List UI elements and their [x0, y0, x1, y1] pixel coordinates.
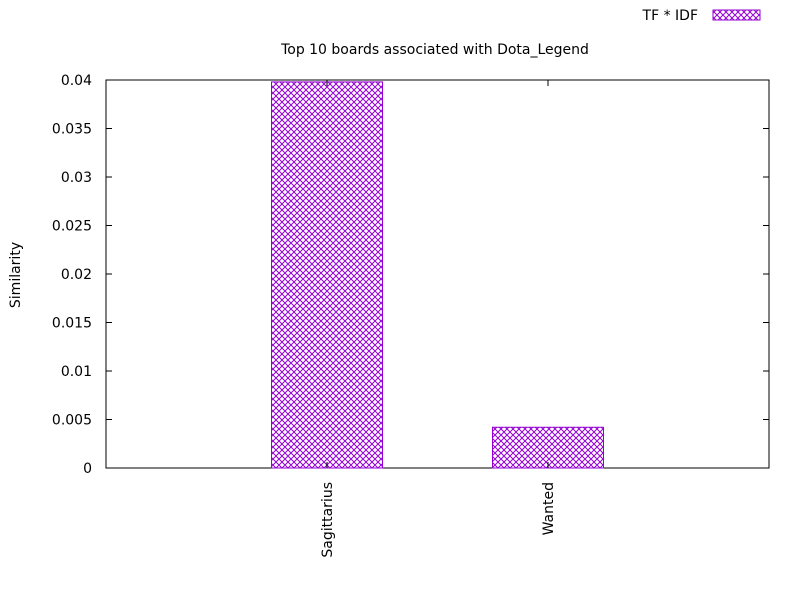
- y-tick-label: 0.02: [61, 267, 92, 283]
- x-tick-label: Wanted: [541, 482, 557, 535]
- y-tick-label: 0.035: [52, 122, 92, 138]
- y-axis-ticks: 0 0.005 0.01 0.015 0.02 0.025 0.03 0.035 0.04: [52, 73, 769, 477]
- y-tick-label: 0.025: [52, 219, 92, 235]
- x-axis-ticks: Sagittarius Wanted: [320, 80, 557, 558]
- y-tick-label: 0.03: [61, 170, 92, 186]
- y-tick-label: 0.005: [52, 413, 92, 429]
- legend-swatch: [712, 9, 761, 21]
- bar-wanted: [492, 426, 604, 469]
- bar-sagittarius: [271, 81, 383, 469]
- plot-frame: [105, 79, 770, 469]
- legend: TF * IDF: [642, 8, 761, 24]
- y-tick-label: 0.015: [52, 316, 92, 332]
- legend-label: TF * IDF: [642, 8, 698, 24]
- x-tick-label: Sagittarius: [320, 482, 336, 558]
- y-tick-label: 0: [83, 461, 92, 477]
- chart-title: Top 10 boards associated with Dota_Legen…: [280, 42, 589, 58]
- y-tick-label: 0.04: [61, 73, 92, 89]
- bars: [271, 81, 604, 469]
- y-tick-label: 0.01: [61, 364, 92, 380]
- y-axis-label: Similarity: [8, 242, 24, 308]
- plot-border: [105, 79, 770, 469]
